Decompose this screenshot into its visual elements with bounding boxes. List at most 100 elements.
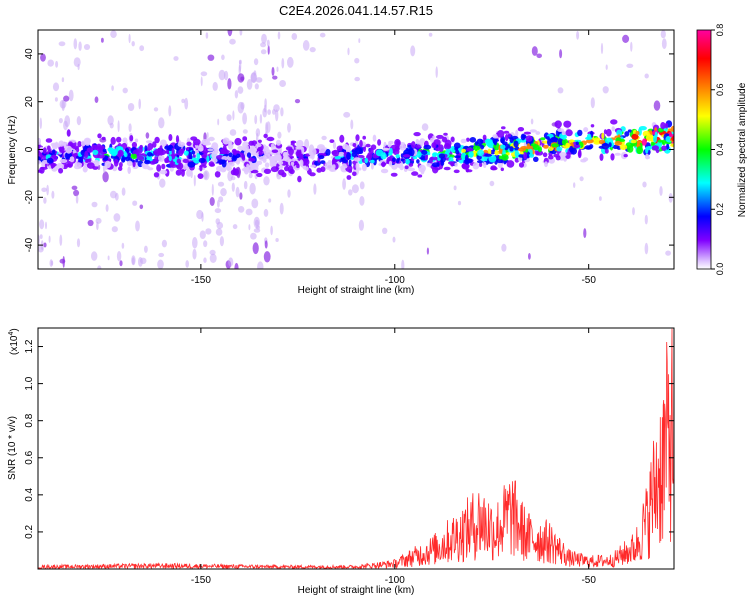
- ridge-blob: [454, 146, 459, 151]
- noise-blob: [392, 236, 396, 243]
- noise-blob: [600, 42, 604, 55]
- ridge-blob: [395, 140, 401, 146]
- noise-blob: [43, 242, 47, 248]
- ridge-blob: [408, 148, 415, 157]
- spectrogram-ylabel: Frequency (Hz): [7, 116, 18, 185]
- ridge-blob: [164, 145, 171, 150]
- noise-blob: [38, 245, 44, 253]
- noise-blob: [168, 105, 172, 117]
- noise-blob: [294, 99, 301, 104]
- ridge-blob: [38, 160, 42, 165]
- noise-blob: [343, 111, 351, 118]
- noise-blob: [559, 49, 563, 59]
- ridge-blob: [670, 143, 674, 148]
- noise-blob: [94, 96, 99, 103]
- noise-blob: [576, 30, 580, 40]
- ridge-blob: [404, 165, 409, 170]
- ridge-blob: [153, 172, 160, 178]
- ridge-blob: [469, 137, 477, 143]
- ridge-blob: [453, 169, 460, 174]
- ridge-blob: [284, 158, 293, 163]
- noise-blob: [202, 170, 210, 181]
- ridge-blob: [431, 162, 440, 168]
- ridge-blob: [225, 162, 230, 171]
- ridge-blob: [275, 139, 282, 146]
- ridge-blob: [544, 161, 548, 168]
- noise-blob: [528, 253, 531, 260]
- colorbar: 0.0 0.2 0.4 0.6 0.8 Normalized spectral ampl…: [696, 24, 748, 275]
- noise-blob: [111, 226, 118, 233]
- noise-blob: [457, 200, 462, 206]
- ridge-blob: [169, 164, 178, 168]
- noise-blob: [192, 248, 197, 260]
- ridge-blob: [364, 157, 369, 164]
- ridge-blob: [619, 144, 628, 150]
- ridge-blob: [614, 140, 623, 146]
- noise-blob: [220, 188, 227, 197]
- noise-blob: [161, 239, 167, 248]
- ridge-blob: [383, 147, 390, 151]
- ridge-blob: [342, 143, 349, 150]
- ridge-blob: [450, 136, 455, 143]
- ridge-blob: [465, 167, 469, 173]
- ridge-blob: [234, 137, 242, 146]
- snr-scale-exponent: 4: [8, 332, 15, 336]
- ridge-blob: [110, 149, 119, 156]
- noise-blob: [218, 196, 224, 203]
- noise-blob: [158, 117, 165, 129]
- ridge-blob: [577, 150, 582, 159]
- ridge-blob: [616, 129, 623, 137]
- spectrogram-axes: -150 -100 -50 -40 -20 0 20 40: [24, 30, 674, 286]
- ridge-blob: [388, 160, 393, 167]
- ridge-blob: [104, 160, 111, 169]
- ridge-blob: [369, 147, 374, 155]
- ridge-blob: [430, 156, 438, 161]
- ridge-blob: [101, 136, 106, 141]
- ridge-blob: [40, 166, 48, 170]
- ridge-blob: [468, 150, 474, 158]
- noise-blob: [354, 76, 361, 82]
- ridge-blob: [228, 140, 233, 149]
- ridge-blob: [612, 144, 620, 149]
- noise-blob: [599, 196, 602, 201]
- noise-blob: [267, 45, 270, 55]
- noise-blob: [644, 242, 649, 255]
- noise-blob: [39, 219, 45, 230]
- ridge-blob: [436, 134, 444, 139]
- ridge-blob: [372, 134, 377, 142]
- ridge-blob: [58, 140, 65, 147]
- ridge-blob: [161, 163, 166, 170]
- ridge-blob: [258, 151, 263, 156]
- noise-blob: [217, 200, 220, 208]
- ridge-blob: [627, 145, 634, 153]
- ridge-blob: [153, 148, 161, 157]
- ridge-blob: [318, 145, 326, 154]
- ridge-blob: [477, 160, 483, 164]
- noise-blob: [536, 53, 542, 59]
- ridge-blob: [532, 144, 540, 151]
- ridge-blob: [636, 146, 644, 155]
- noise-blob: [248, 173, 253, 179]
- noise-blob: [101, 37, 104, 43]
- noise-blob: [276, 66, 279, 73]
- noise-blob: [242, 112, 248, 125]
- noise-blob: [181, 98, 186, 104]
- ridge-blob: [569, 145, 574, 153]
- ridge-blob: [670, 125, 674, 132]
- ridge-blob: [242, 147, 248, 152]
- ridge-blob: [585, 136, 593, 140]
- noise-blob: [46, 184, 49, 196]
- ridge-blob: [231, 155, 237, 162]
- y-tick-label: 20: [24, 96, 35, 108]
- noise-blob: [55, 60, 59, 68]
- noise-blob: [264, 98, 267, 108]
- ridge-blob: [362, 135, 367, 140]
- noise-blob: [139, 45, 145, 52]
- y-tick-label: 0.4: [24, 487, 35, 501]
- snr-scale-label: (x104): [8, 328, 20, 355]
- noise-blob: [254, 83, 259, 90]
- ridge-blob: [490, 165, 497, 171]
- ridge-blob: [159, 145, 163, 152]
- ridge-blob: [246, 152, 252, 158]
- ridge-blob: [421, 150, 428, 155]
